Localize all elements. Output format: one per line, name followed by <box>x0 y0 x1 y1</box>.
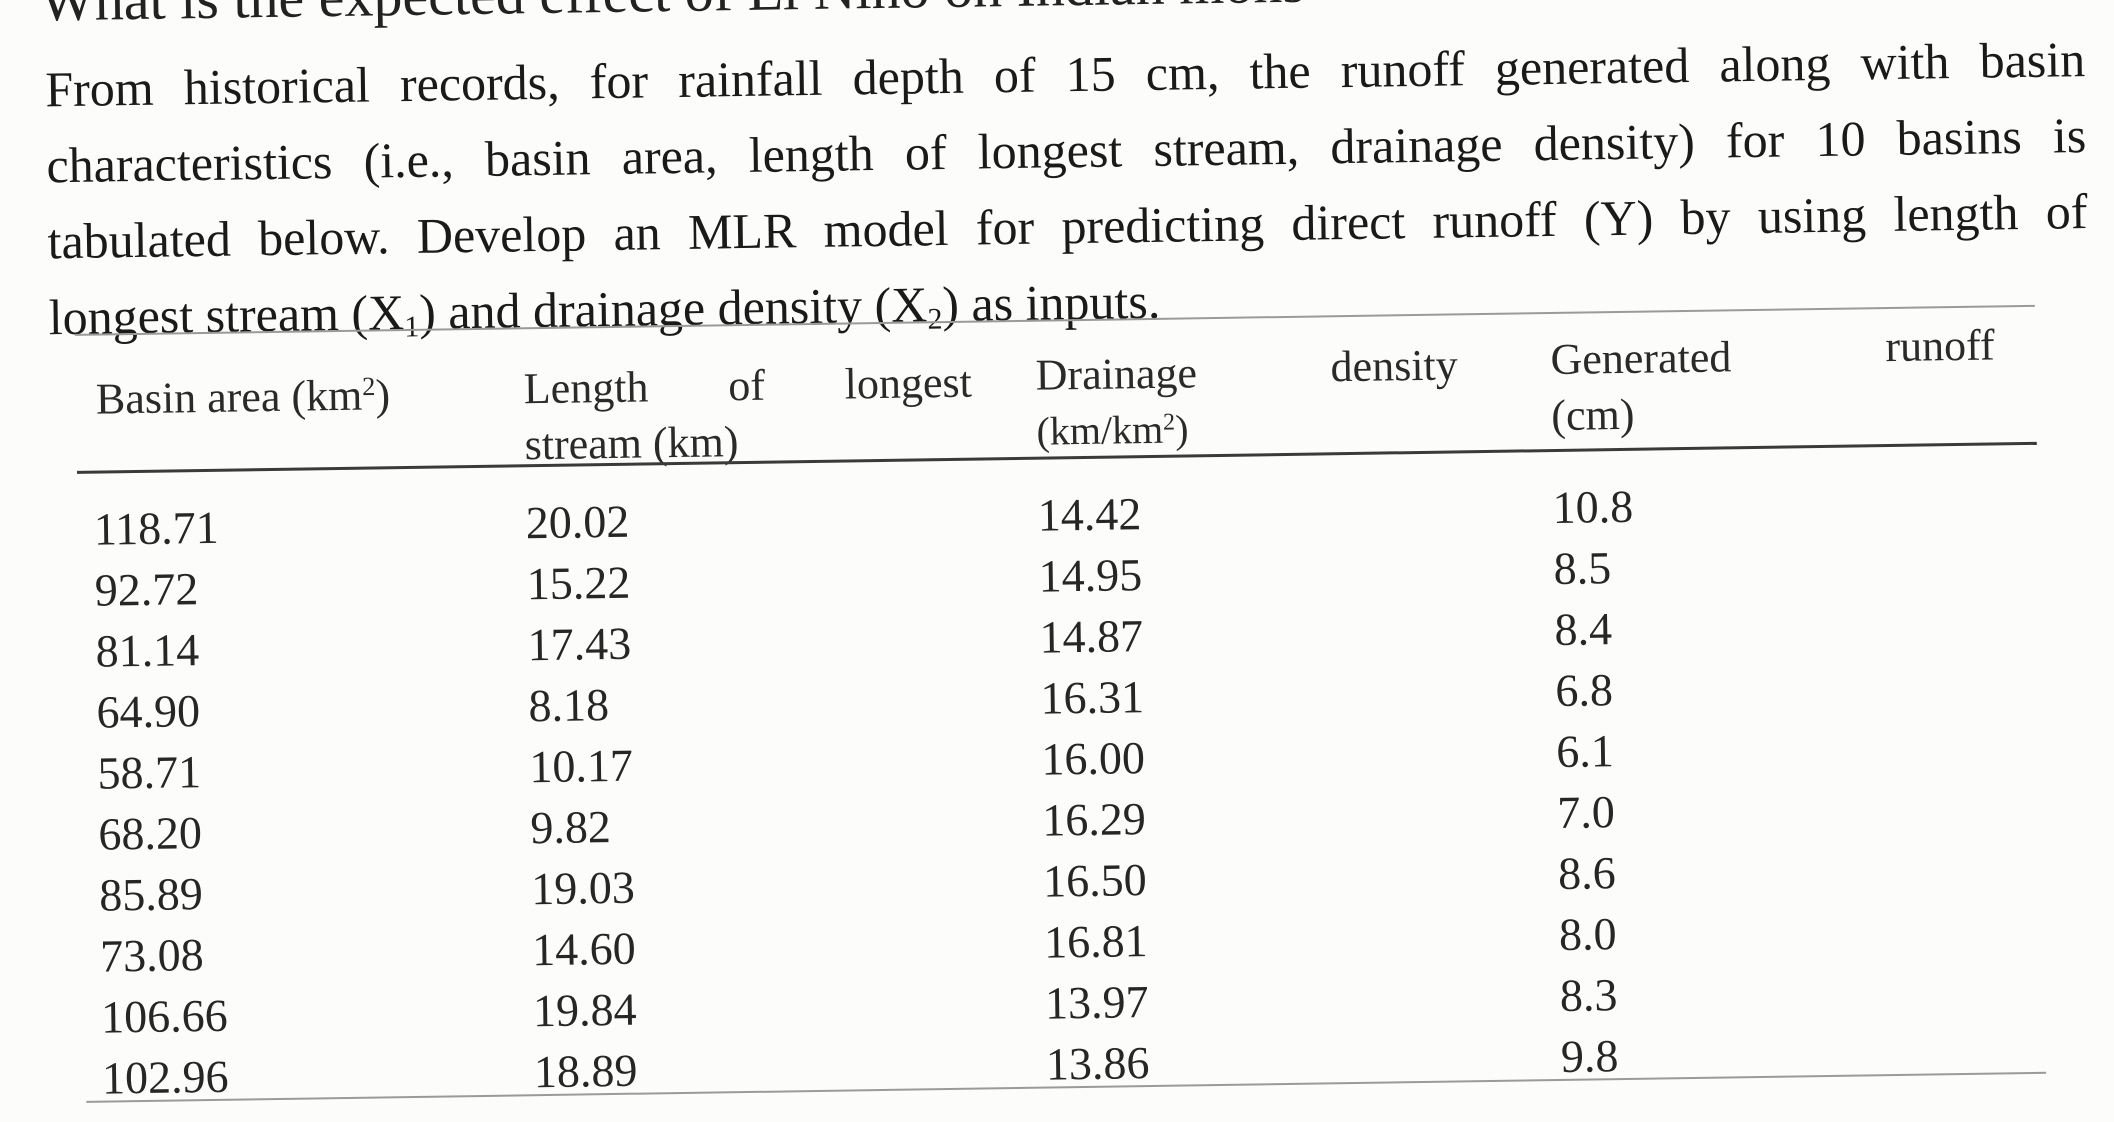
table-cell: 14.95 <box>1038 549 1143 602</box>
line4-text-c: ) as inputs. <box>941 272 1161 333</box>
table-cell: 17.43 <box>527 617 632 671</box>
table-cell: 10.8 <box>1552 480 1634 534</box>
table-cell: 68.20 <box>98 807 203 860</box>
header-length-line-1: Length of longest <box>523 357 973 414</box>
table-cell: 13.97 <box>1044 976 1149 1029</box>
table-cell: 85.89 <box>98 868 204 921</box>
header-drainage-line-1: Drainage <box>1035 348 1198 400</box>
table-cell: 19.84 <box>532 983 637 1037</box>
table-cell: 7.0 <box>1556 786 1616 838</box>
header-generated-line-1: Generated <box>1550 332 1732 385</box>
table-cell: 6.8 <box>1555 664 1614 716</box>
table-cell: 64.90 <box>96 685 201 738</box>
header-density-word: density <box>1330 340 1459 392</box>
column-basin-area: 118.71 92.72 81.14 64.90 58.71 68.20 85.… <box>93 497 229 1109</box>
table-cell: 16.31 <box>1040 671 1145 724</box>
table-cell: 92.72 <box>94 563 199 616</box>
table-cell: 16.29 <box>1041 793 1147 846</box>
table-cell: 14.60 <box>531 922 637 976</box>
table-cell: 9.82 <box>529 801 612 854</box>
subscript-2: 2 <box>927 302 943 336</box>
table-cell: 15.22 <box>526 556 631 610</box>
table-cell: 16.81 <box>1043 915 1148 968</box>
cut-off-question-line: What is the expected effect of El Niño o… <box>40 0 1306 33</box>
header-drainage-line-2: (km/km2) <box>1036 406 1189 454</box>
table-cell: 8.6 <box>1557 847 1617 899</box>
line4-text-b: ) and drainage density (X <box>418 276 928 340</box>
table-cell: 14.87 <box>1039 610 1144 663</box>
table-cell: 10.17 <box>529 739 634 793</box>
table-cell: 14.42 <box>1037 488 1142 541</box>
table-cell: 118.71 <box>93 501 220 555</box>
table-cell: 6.1 <box>1555 725 1615 777</box>
table-cell: 8.18 <box>528 679 610 732</box>
header-runoff-word: runoff <box>1884 320 1995 372</box>
line4-text-a: longest stream (X <box>48 284 405 346</box>
header-basin-area: Basin area (km2) <box>95 370 391 424</box>
table-cell: 8.4 <box>1554 603 1613 656</box>
problem-statement: From historical records, for rainfall de… <box>45 21 2089 355</box>
column-runoff: 10.8 8.5 8.4 6.8 6.1 7.0 8.6 8.0 8.3 9.8 <box>1552 476 1642 1087</box>
table-cell: 16.50 <box>1042 854 1148 907</box>
table-cell: 19.03 <box>530 861 636 915</box>
table-cell: 8.5 <box>1553 542 1612 595</box>
table-cell: 81.14 <box>95 624 200 677</box>
table-cell: 58.71 <box>97 746 202 799</box>
subscript-1: 1 <box>404 310 420 344</box>
table-cell: 106.66 <box>100 989 228 1043</box>
table-cell: 73.08 <box>99 929 205 982</box>
table-cell: 8.0 <box>1558 908 1617 960</box>
table-cell: 16.00 <box>1040 732 1146 785</box>
table-cell: 8.3 <box>1559 969 1618 1021</box>
header-generated-line-2: (cm) <box>1550 389 1635 441</box>
column-drainage: 14.42 14.95 14.87 16.31 16.00 16.29 16.5… <box>1037 483 1150 1094</box>
table-cell: 20.02 <box>525 495 630 549</box>
column-length: 20.02 15.22 17.43 8.18 10.17 9.82 19.03 … <box>525 491 638 1102</box>
